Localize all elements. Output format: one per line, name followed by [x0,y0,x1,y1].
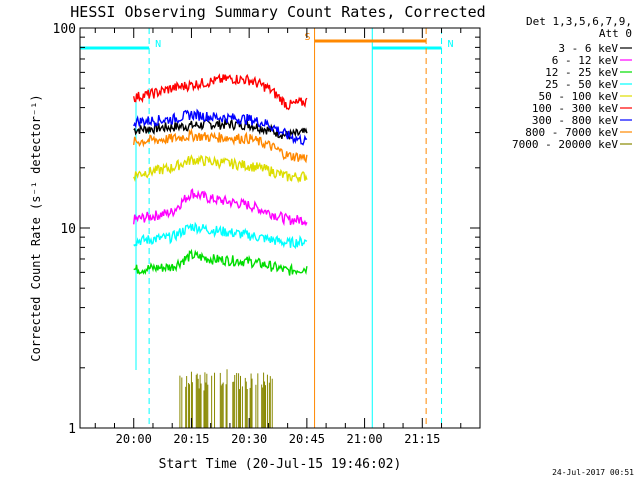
flag-n-1: N [80,28,161,428]
flag-label: S [305,32,311,43]
x-tick-label: 21:15 [404,432,440,446]
x-tick-label: 20:15 [173,432,209,446]
legend-label: 800 - 7000 keV [525,126,618,139]
legend-label: 3 - 6 keV [558,42,618,55]
series-100-300-kev [133,73,308,111]
series-800-7000-kev [133,127,308,164]
series-line [133,248,308,276]
y-axis-label: Corrected Count Rate (s⁻¹ detector⁻¹) [29,94,43,361]
flag-s-3: S [305,28,427,428]
legend-label: 300 - 800 keV [532,114,618,127]
flag-label: N [448,39,454,50]
series-line [133,117,308,140]
flag-label: N [155,39,161,50]
series-line [133,127,308,164]
legend-title-line-2: Att 0 [599,27,632,40]
x-axis-label: Start Time (20-Jul-15 19:46:02) [159,457,402,472]
x-tick-label: 20:45 [289,432,325,446]
legend-label: 25 - 50 keV [545,78,618,91]
series-50-100-kev [133,154,308,184]
legend-label: 100 - 300 keV [532,102,618,115]
series-line [133,73,308,111]
x-tick-label: 20:30 [231,432,267,446]
legend-label: 6 - 12 keV [552,54,619,67]
series-300-800-kev [133,108,308,146]
series-line [133,108,308,146]
series-25-50-kev [133,221,308,250]
x-tick-label: 21:00 [347,432,383,446]
legend-label: 7000 - 20000 keV [512,138,618,151]
series-12-25-kev [133,248,308,276]
legend-title-line-1: Det 1,3,5,6,7,9, [526,15,632,28]
series-line [133,154,308,184]
series-line [133,188,308,227]
plot-area: N NS [80,28,454,428]
y-tick-label: 10 [60,222,76,237]
footer-date: 24-Jul-2017 00:51 [552,468,634,477]
y-tick-label: 100 [53,22,76,37]
axes: 20:00 20:15 20:30 20:45 21:00 21:15 1 10 100 [53,22,480,446]
series-6-12-kev [133,188,308,227]
flag-n-2: N [371,28,454,428]
y-tick-label: 1 [68,422,76,437]
series-line [133,221,308,250]
series-3-6-kev [133,117,308,140]
x-tick-label: 20:00 [116,432,152,446]
chart-title: HESSI Observing Summary Count Rates, Cor… [70,3,485,21]
legend-label: 12 - 25 keV [545,66,618,79]
legend-label: 50 - 100 keV [539,90,619,103]
